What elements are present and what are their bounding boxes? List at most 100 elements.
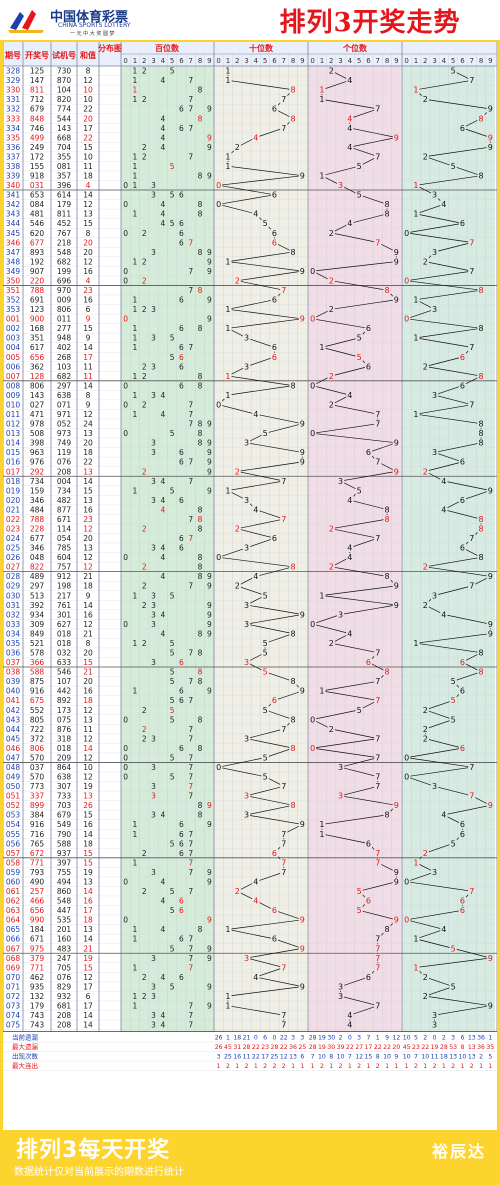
trend-digit: 4 [347, 544, 352, 553]
digit-backdrop [392, 247, 400, 257]
test-number: 075 [57, 715, 72, 724]
stat-value: 1 [254, 1063, 258, 1070]
digit-backdrop [289, 247, 297, 257]
distribution-digit: 9 [207, 572, 212, 581]
trend-digit: 9 [300, 916, 305, 925]
issue-number: 054 [6, 820, 21, 829]
stat-value: 1 [376, 1035, 380, 1042]
issue-number: 022 [6, 515, 21, 524]
issue-number: 050 [6, 782, 21, 791]
distribution-digit: 3 [151, 362, 156, 371]
digit-backdrop [458, 543, 467, 552]
distribution-digit: 5 [170, 753, 175, 762]
sum-value: 12 [83, 773, 93, 782]
trend-digit: 1 [319, 86, 324, 95]
stat-value: 2 [433, 1063, 437, 1070]
trend-digit: 1 [225, 925, 230, 934]
distribution-digit: 3 [151, 448, 156, 457]
digit-backdrop [477, 371, 485, 381]
digit-backdrop [468, 400, 476, 409]
sum-value: 14 [83, 477, 93, 486]
digit-backdrop [346, 1011, 354, 1020]
distribution-digit: 3 [151, 601, 156, 610]
issue-number: 338 [6, 162, 21, 171]
draw-number: 168 [30, 324, 45, 333]
distribution-digit: 1 [133, 152, 138, 161]
trend-digit: 5 [263, 649, 268, 658]
distribution-digit: 6 [179, 820, 184, 829]
trend-digit: 9 [488, 629, 493, 638]
trend-digit: 1 [413, 935, 418, 944]
distribution-digit: 6 [179, 124, 184, 133]
stat-value: 13 [289, 1054, 297, 1061]
trend-digit: 1 [225, 257, 230, 266]
issue-number: 034 [6, 629, 21, 638]
draw-number: 031 [30, 181, 45, 190]
distribution-digit: 7 [188, 267, 193, 276]
digit-backdrop [280, 724, 288, 734]
digit-backdrop [242, 734, 251, 743]
stat-value: 2 [357, 1063, 361, 1070]
distribution-digit: 1 [133, 830, 138, 839]
trend-digit: 9 [300, 458, 305, 467]
trend-digit: 7 [375, 963, 380, 972]
sum-value: 16 [83, 296, 93, 305]
draw-number: 220 [30, 276, 45, 285]
stat-value: 25 [298, 1044, 306, 1051]
distribution-digit: 4 [160, 210, 165, 219]
test-number: 307 [57, 782, 72, 791]
draw-number: 570 [30, 753, 45, 762]
test-number: 209 [57, 753, 72, 762]
trend-digit: 4 [253, 877, 258, 886]
stat-value: 10 [403, 1054, 411, 1061]
trend-digit: 1 [225, 162, 230, 171]
stat-value: 25 [271, 1054, 279, 1061]
distribution-digit: 7 [188, 343, 193, 352]
draw-number: 916 [30, 820, 45, 829]
draw-number: 918 [30, 172, 45, 181]
digit-backdrop [327, 228, 335, 238]
digit-backdrop [458, 896, 467, 905]
sum-value: 21 [83, 572, 93, 581]
stat-value: 30 [327, 1044, 335, 1051]
distribution-digit: 5 [170, 219, 175, 228]
digit-backdrop [224, 1001, 232, 1010]
draw-number: 037 [30, 763, 45, 772]
test-number: 671 [57, 515, 72, 524]
distribution-digit: 0 [123, 744, 128, 753]
distribution-digit: 8 [198, 801, 203, 810]
draw-number: 384 [30, 811, 45, 820]
trend-digit: 7 [375, 935, 380, 944]
stats-bg [3, 1031, 497, 1130]
test-number: 483 [57, 944, 72, 953]
digit-backdrop [421, 152, 429, 161]
digit-backdrop [318, 171, 326, 180]
test-number: 970 [57, 286, 72, 295]
issue-number: 071 [6, 982, 21, 991]
sum-value: 17 [83, 906, 93, 915]
distribution-digit: 5 [170, 639, 175, 648]
issue-number: 027 [6, 563, 21, 572]
trend-digit: 1 [413, 181, 418, 190]
distribution-digit: 5 [170, 839, 175, 848]
distribution-digit: 9 [207, 1001, 212, 1010]
distribution-digit: 2 [142, 362, 147, 371]
trend-digit: 2 [423, 95, 428, 104]
stat-value: 16 [233, 1054, 241, 1061]
stat-value: 36 [477, 1044, 485, 1051]
digit-header: 3 [432, 57, 436, 65]
issue-number: 068 [6, 954, 21, 963]
distribution-digit: 4 [160, 544, 165, 553]
digit-backdrop [252, 972, 260, 982]
test-number: 829 [57, 982, 72, 991]
draw-number: 027 [30, 400, 45, 409]
digit-header: 8 [291, 57, 295, 65]
digit-backdrop [318, 686, 326, 696]
issue-number: 026 [6, 553, 21, 562]
digit-backdrop [327, 638, 335, 648]
draw-number: 899 [30, 801, 45, 810]
trend-digit: 2 [329, 305, 334, 314]
sum-value: 14 [83, 744, 93, 753]
trend-digit: 8 [385, 811, 390, 820]
trend-digit: 0 [310, 620, 315, 629]
